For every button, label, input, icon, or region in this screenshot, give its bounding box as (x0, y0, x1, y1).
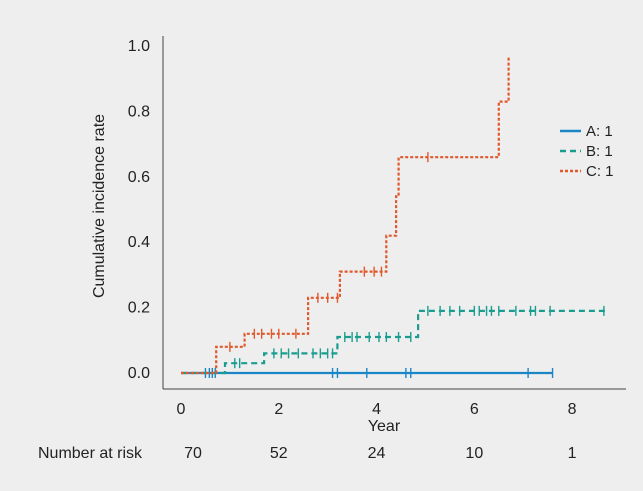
y-tick-label: 0.4 (128, 234, 150, 251)
y-tick-label: 0.2 (128, 300, 150, 317)
legend-label: A: 1 (586, 123, 613, 140)
x-tick-label: 8 (568, 401, 577, 418)
legend-label: C: 1 (586, 163, 614, 180)
x-tick-label: 6 (470, 401, 479, 418)
x-tick-label: 2 (274, 401, 283, 418)
risk-count: 70 (184, 445, 202, 462)
y-axis-label: Cumulative incidence rate (91, 114, 108, 298)
y-tick-label: 0.0 (128, 365, 150, 382)
risk-count: 1 (568, 445, 577, 462)
series-group (181, 55, 607, 378)
risk-table: Number at risk 70 52 24 10 1 (38, 445, 577, 462)
risk-table-label: Number at risk (38, 445, 143, 462)
risk-count: 10 (465, 445, 483, 462)
y-tick-label: 0.6 (128, 169, 150, 186)
risk-count: 24 (368, 445, 386, 462)
legend-label: B: 1 (586, 143, 613, 160)
x-axis-label: Year (368, 418, 401, 435)
y-tick-labels: 0.0 0.2 0.4 0.6 0.8 1.0 (128, 38, 150, 382)
series-line (181, 309, 607, 375)
x-tick-label: 0 (177, 401, 186, 418)
x-tick-labels: 0 2 4 6 8 (177, 401, 577, 418)
x-tick-label: 4 (372, 401, 381, 418)
series-line (181, 55, 510, 375)
y-tick-label: 1.0 (128, 38, 150, 55)
legend: A: 1 B: 1 C: 1 (560, 123, 614, 180)
risk-count: 52 (270, 445, 288, 462)
axes: 0.0 0.2 0.4 0.6 0.8 1.0 0 2 4 6 8 Cumulative inci… (91, 36, 626, 435)
y-tick-label: 0.8 (128, 103, 150, 120)
